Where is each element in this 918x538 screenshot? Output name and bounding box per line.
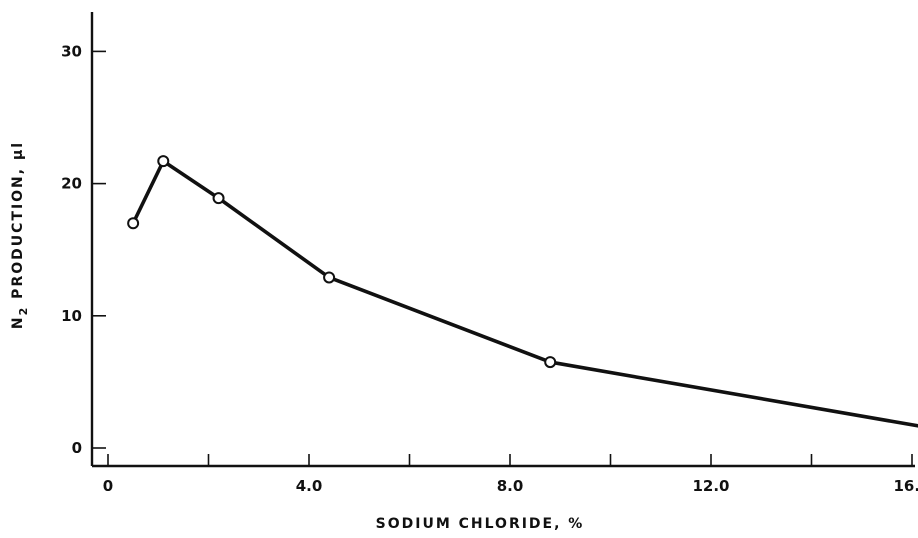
x-axis-title: SODIUM CHLORIDE, % xyxy=(376,516,585,532)
y-tick-label: 20 xyxy=(61,175,82,193)
x-tick-label: 8.0 xyxy=(497,477,524,495)
y-axis-title: N2 PRODUCTION, µl xyxy=(10,141,30,329)
data-point xyxy=(127,217,140,230)
x-tick-label: 4.0 xyxy=(296,477,323,495)
x-tick-label: 12.0 xyxy=(692,477,729,495)
x-tick-label: 0 xyxy=(103,477,113,495)
data-point xyxy=(323,271,336,284)
y-tick-label: 30 xyxy=(61,42,82,60)
x-ticks: 0 4.0 8.0 12.0 16.0 xyxy=(103,454,918,495)
y-tick-label: 0 xyxy=(72,439,82,457)
data-point xyxy=(157,155,170,168)
data-points xyxy=(127,155,557,369)
data-point xyxy=(212,192,225,205)
x-tick-label: 16.0 xyxy=(893,477,918,495)
y-tick-label: 10 xyxy=(61,307,82,325)
y-ticks: 0 10 20 30 xyxy=(61,42,106,457)
series-line xyxy=(131,159,918,428)
data-point xyxy=(544,356,557,369)
